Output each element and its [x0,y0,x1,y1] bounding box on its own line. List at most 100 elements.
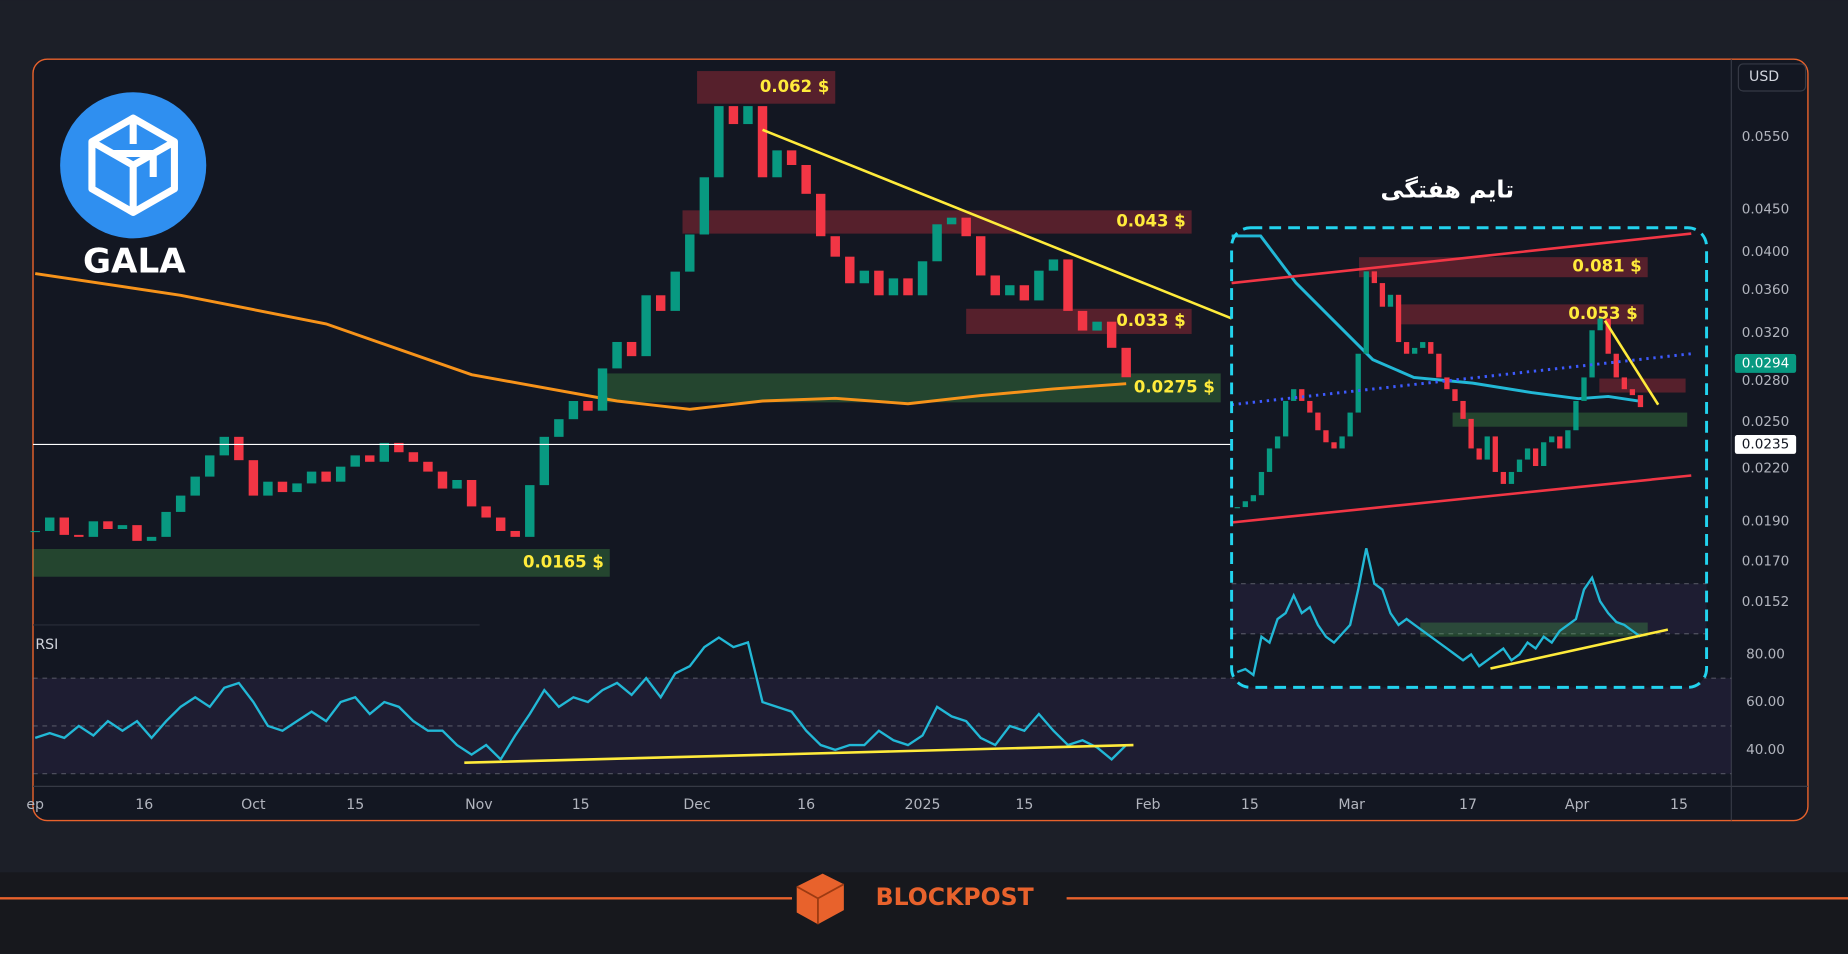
pane-title: RSI [35,637,58,653]
candle [1412,347,1418,354]
x-tick-label: 17 [1459,797,1477,813]
candle [394,442,404,453]
candle [815,193,826,237]
candle [379,442,390,462]
candle [146,536,157,541]
candle [990,275,1000,296]
y-tick-label: 60.00 [1746,694,1785,710]
zone [33,548,610,577]
candle [45,517,55,531]
currency-label: USD [1749,69,1779,85]
candle [30,530,40,533]
candle [1379,283,1386,307]
candle [874,270,884,296]
zone [697,71,836,104]
candle [1589,330,1595,378]
trendline [1231,232,1692,285]
y-tick-label: 0.0250 [1742,414,1789,430]
candle [1428,342,1434,354]
candle [626,341,637,357]
candle [437,471,448,489]
candle [1242,501,1248,508]
price-tag: 0.0235 [1742,436,1789,452]
rsi-pane: RSI 80.00 60.00 40.00 [33,636,1785,775]
candle [554,419,564,437]
zone [602,373,1221,403]
candle [641,295,651,357]
candle [452,479,462,489]
candle [161,511,171,537]
candle [1387,294,1394,307]
candle [103,521,113,530]
trendline [762,128,1233,320]
candle [292,483,302,493]
trendline [1490,628,1669,670]
candle [917,261,928,296]
x-tick-label: 16 [135,797,153,813]
y-tick-label: 0.0360 [1742,282,1789,298]
candle [539,436,550,486]
candle [859,270,870,284]
x-tick-label: Oct [241,797,266,813]
x-tick-label: Dec [683,797,710,813]
candle [1339,436,1345,449]
candle [1063,259,1073,311]
x-tick-label: Mar [1338,797,1365,813]
zone [682,210,1192,234]
candle [1403,342,1410,354]
candle [1581,377,1587,401]
candle [946,217,957,225]
candle [481,506,491,518]
candle [277,481,288,493]
candle [1323,430,1329,443]
x-tick-label: 15 [1241,797,1259,813]
moving-average [1231,234,1639,403]
trendline [464,743,1134,765]
x-tick-label: 15 [572,797,590,813]
candle [88,521,99,537]
candle [888,278,899,296]
x-tick-label: ep [26,797,44,813]
x-tick-label: Nov [465,797,493,813]
candle [190,476,200,496]
candle [597,368,608,411]
watermark: BLOCKPOST [876,883,1034,911]
candle [1347,412,1353,437]
candle [1508,471,1515,484]
candle [714,106,724,178]
candle [1274,436,1281,449]
candle [612,341,622,369]
candle [1299,389,1305,401]
y-tick-label: 80.00 [1746,646,1785,662]
candle [1573,400,1579,431]
candle [1605,318,1611,354]
candle [786,150,797,165]
candle [728,106,739,125]
zone [1599,378,1686,393]
candle [1363,271,1369,354]
y-tick-label: 0.0450 [1742,202,1789,218]
brand-name: GALA [83,242,186,282]
y-tick-label: 0.0152 [1742,594,1789,610]
candle [1258,471,1265,496]
x-tick-label: Apr [1565,797,1590,813]
y-tick-label: 0.0550 [1742,129,1789,145]
gala-logo [60,92,207,239]
candle [175,495,186,512]
candle [568,401,579,420]
candle [408,452,419,462]
candle [117,525,128,530]
zone-label: 0.0275 $ [1134,377,1215,396]
candle [932,224,942,262]
candle [1266,448,1273,472]
candle [423,461,433,472]
trendline [1231,474,1692,524]
y-tick-label: 0.0400 [1742,244,1789,260]
candle [757,106,768,178]
candle [903,278,913,296]
y-tick-label: 0.0280 [1742,373,1789,389]
rsi-line [1236,548,1642,678]
inset-frame [1230,226,1709,689]
zone-label: 0.033 $ [1116,311,1185,330]
